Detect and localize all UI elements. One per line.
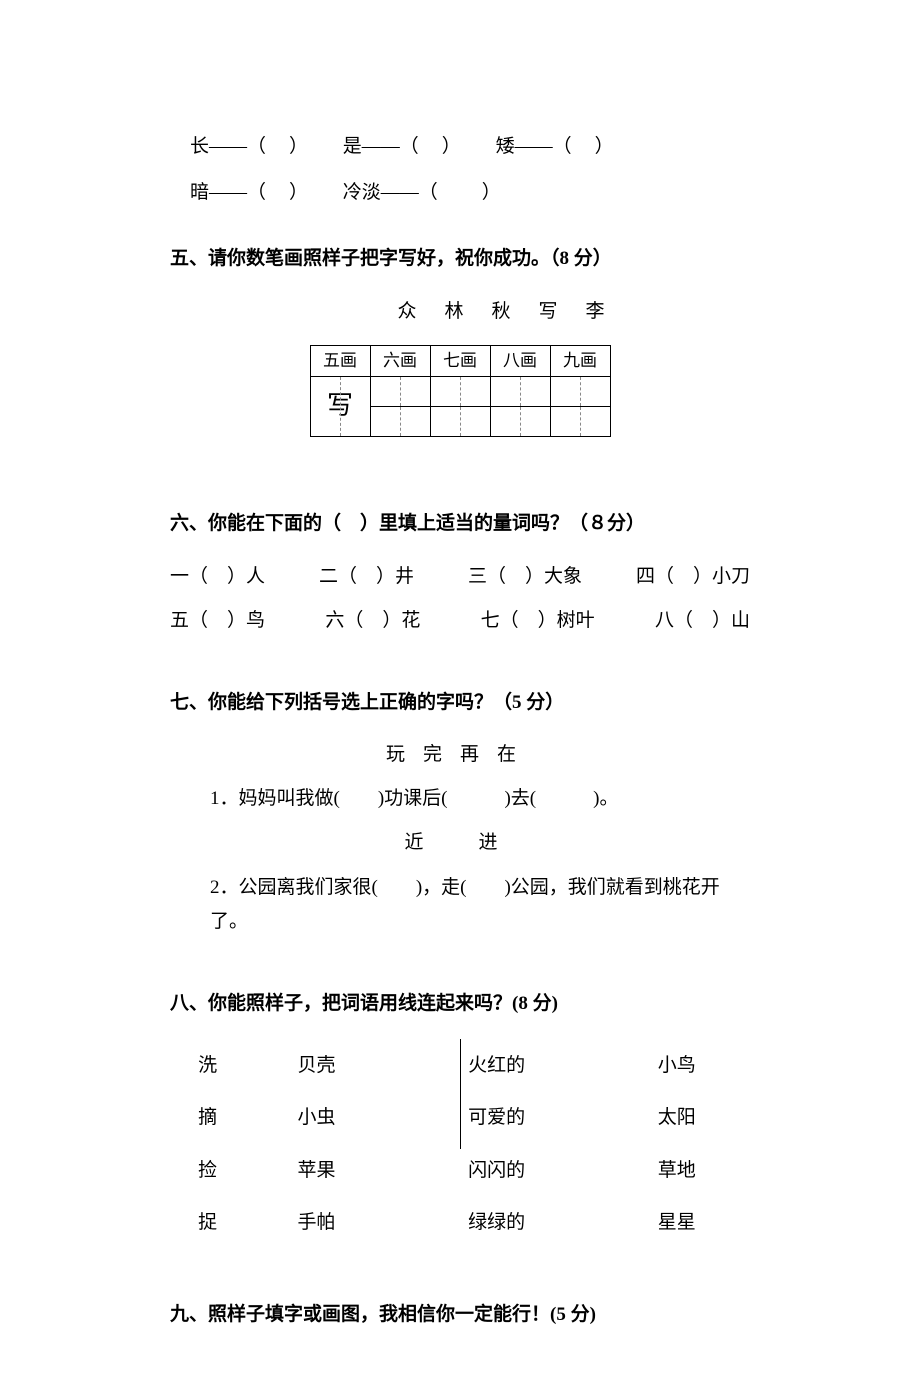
measure-item: 四（ ）小刀	[636, 560, 750, 594]
cell	[550, 407, 610, 437]
q9-title: 九、照样子填字或画图，我相信你一定能行！(5 分)	[170, 1298, 750, 1332]
word: 暗	[190, 182, 209, 203]
match-left-a: 洗	[172, 1041, 243, 1091]
cell	[430, 407, 490, 437]
q7-words-1: 玩完再在	[170, 738, 750, 772]
match-right-a: 闪闪的	[390, 1146, 604, 1196]
q7-line-1: 1．妈妈叫我做( )功课后( )去( )。	[210, 782, 750, 816]
word: 冷淡	[343, 182, 381, 203]
match-right-b: 小鸟	[605, 1041, 748, 1091]
match-left-b: 苹果	[245, 1146, 388, 1196]
divider-line	[460, 1039, 461, 1149]
blank: （ ）	[247, 182, 310, 203]
match-right-a: 绿绿的	[390, 1198, 604, 1248]
match-left-a: 捡	[172, 1146, 243, 1196]
blank: （ ）	[400, 136, 463, 157]
col-header: 六画	[370, 345, 430, 377]
antonym-pair: 暗——（ ）	[190, 176, 310, 210]
measure-item: 五（ ）鸟	[170, 604, 265, 638]
stroke-table: 五画 六画 七画 八画 九画 写	[310, 345, 611, 438]
match-right-b: 太阳	[605, 1093, 748, 1143]
match-left-a: 摘	[172, 1093, 243, 1143]
match-right-a: 可爱的	[390, 1093, 604, 1143]
blank: （ ）	[419, 182, 503, 203]
measure-item: 八（ ）山	[655, 604, 750, 638]
match-right-b: 草地	[605, 1146, 748, 1196]
cell	[490, 377, 550, 407]
q7-words-2: 近 进	[170, 826, 750, 860]
q6-title: 六、你能在下面的（ ）里填上适当的量词吗？（８分）	[170, 507, 750, 541]
cell	[370, 377, 430, 407]
cell: 写	[310, 377, 370, 437]
match-right-b: 星星	[605, 1198, 748, 1248]
match-right-a: 火红的	[390, 1041, 604, 1091]
match-wrap: 洗 贝壳 火红的 小鸟 摘 小虫 可爱的 太阳 捡 苹果 闪闪的 草地 捉 手帕…	[170, 1039, 750, 1250]
antonym-pair: 矮——（ ）	[496, 130, 616, 164]
word: 矮	[496, 136, 515, 157]
measure-item: 二（ ）井	[319, 560, 414, 594]
antonym-pair: 是——（ ）	[343, 130, 463, 164]
q7-line-2: 2．公园离我们家很( )，走( )公园，我们就看到桃花开了。	[210, 871, 750, 939]
antonym-row-1: 长——（ ） 是——（ ） 矮——（ ）	[190, 130, 750, 164]
cell	[430, 377, 490, 407]
col-header: 五画	[310, 345, 370, 377]
measure-item: 三（ ）大象	[468, 560, 582, 594]
blank: （ ）	[247, 136, 310, 157]
antonym-row-2: 暗——（ ） 冷淡——（ ）	[190, 176, 750, 210]
measure-item: 六（ ）花	[325, 604, 420, 638]
cell	[370, 407, 430, 437]
q8-title: 八、你能照样子，把词语用线连起来吗？(8 分)	[170, 987, 750, 1021]
word: 长	[190, 136, 209, 157]
antonym-pair: 冷淡——（ ）	[343, 176, 503, 210]
col-header: 八画	[490, 345, 550, 377]
cell	[490, 407, 550, 437]
match-left-b: 贝壳	[245, 1041, 388, 1091]
measure-item: 七（ ）树叶	[481, 604, 595, 638]
col-header: 九画	[550, 345, 610, 377]
q5-chars: 众林秋写李	[170, 295, 750, 329]
q7-title: 七、你能给下列括号选上正确的字吗？（5 分）	[170, 686, 750, 720]
word: 是	[343, 136, 362, 157]
match-left-b: 手帕	[245, 1198, 388, 1248]
measure-item: 一（ ）人	[170, 560, 265, 594]
q6-row-2: 五（ ）鸟 六（ ）花 七（ ）树叶 八（ ）山	[170, 604, 750, 638]
q6-row-1: 一（ ）人 二（ ）井 三（ ）大象 四（ ）小刀	[170, 560, 750, 594]
q5-title: 五、请你数笔画照样子把字写好，祝你成功。（8 分）	[170, 242, 750, 276]
match-left-a: 捉	[172, 1198, 243, 1248]
antonym-pair: 长——（ ）	[190, 130, 310, 164]
col-header: 七画	[430, 345, 490, 377]
match-left-b: 小虫	[245, 1093, 388, 1143]
cell	[550, 377, 610, 407]
blank: （ ）	[553, 136, 616, 157]
